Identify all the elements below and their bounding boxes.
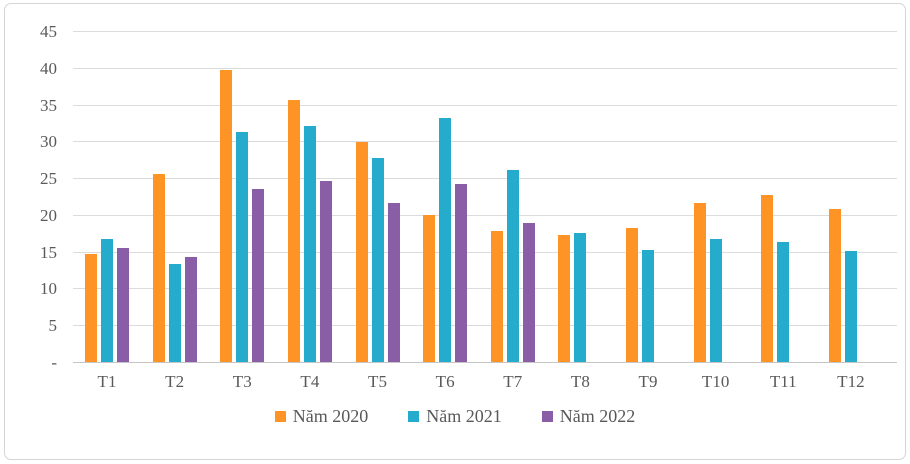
bar-t11-series-0 — [761, 194, 774, 363]
bar-group-t10: T10 — [693, 32, 738, 391]
y-tick-label: 20 — [40, 205, 57, 225]
legend-item-1: Năm 2021 — [408, 406, 502, 427]
x-tick-label: T1 — [97, 372, 117, 391]
bar-group-t7: T7 — [490, 32, 535, 391]
bar-t5-series-1 — [371, 157, 384, 363]
bar-t10-series-0 — [693, 203, 706, 363]
bar-groups: T1 T2 T3 T4 T5 T6 T7 T8 T9 T10 T11 T12 — [73, 32, 897, 391]
y-tick-label: 30 — [40, 132, 57, 152]
bar-t4-series-1 — [303, 126, 316, 363]
bar-t6-series-0 — [423, 215, 436, 363]
bar-t1-series-2 — [117, 247, 129, 363]
legend-swatch-icon — [541, 411, 553, 422]
bar-group-t8: T8 — [558, 32, 602, 391]
bar-group-t1: T1 — [85, 32, 129, 391]
x-axis-line — [73, 362, 897, 363]
bar-t1-series-0 — [85, 254, 97, 363]
bar-t9-series-1 — [642, 250, 654, 363]
x-tick-label: T6 — [435, 372, 455, 391]
bar-t3-series-0 — [220, 70, 233, 363]
x-tick-label: T10 — [701, 372, 730, 391]
y-tick-label: 25 — [40, 169, 57, 189]
bar-t1-series-1 — [101, 238, 113, 363]
x-tick-label: T3 — [232, 372, 252, 391]
legend-swatch-icon — [274, 411, 286, 422]
legend-item-0: Năm 2020 — [274, 406, 369, 427]
bar-t12-series-1 — [844, 251, 857, 363]
x-tick-label: T8 — [570, 372, 590, 391]
bar-t9-series-0 — [626, 227, 638, 363]
x-tick-label: T5 — [368, 372, 387, 391]
bar-group-t12: T12 — [828, 32, 873, 391]
bar-group-t11: T11 — [761, 32, 805, 391]
x-tick-label: T9 — [638, 372, 658, 391]
chart-frame: 45 40 35 30 25 20 15 10 5 - T1 T2 T3 T4 T5 T6 T7 T8 T9 T10… — [4, 3, 906, 460]
gridline — [73, 214, 897, 216]
gridline — [73, 67, 897, 69]
legend-item-2: Năm 2022 — [541, 406, 636, 427]
bar-t3-series-2 — [252, 188, 265, 363]
bar-t4-series-0 — [287, 100, 300, 363]
x-tick-label: T2 — [165, 372, 185, 391]
y-tick-label: 35 — [40, 95, 57, 115]
y-tick-label: 10 — [40, 279, 57, 299]
bar-group-t3: T3 — [220, 32, 265, 391]
y-tick-label: 40 — [40, 58, 57, 78]
bar-t8-series-0 — [558, 235, 571, 363]
bar-t7-series-0 — [490, 230, 503, 363]
gridline — [73, 325, 897, 327]
bar-group-t4: T4 — [287, 32, 332, 391]
bar-t7-series-1 — [506, 169, 519, 363]
bar-t6-series-2 — [455, 184, 468, 363]
bar-t11-series-1 — [777, 241, 790, 363]
plot-area: T1 T2 T3 T4 T5 T6 T7 T8 T9 T10 T11 T12 — [73, 31, 897, 391]
x-tick-label: T4 — [300, 372, 320, 391]
bar-t5-series-2 — [387, 202, 400, 363]
legend-label: Năm 2022 — [559, 406, 636, 426]
bar-t10-series-1 — [709, 238, 722, 363]
bar-group-t9: T9 — [626, 32, 670, 391]
bar-group-t6: T6 — [423, 32, 468, 391]
gridline — [73, 31, 897, 32]
legend-label: Năm 2020 — [292, 406, 369, 426]
gridline — [73, 251, 897, 253]
bar-t4-series-2 — [319, 181, 332, 363]
y-tick-label: - — [51, 353, 57, 372]
bar-t2-series-2 — [184, 257, 197, 363]
gridline — [73, 104, 897, 106]
bar-t6-series-1 — [439, 118, 452, 363]
y-tick-label: 5 — [48, 316, 58, 336]
gridline — [73, 178, 897, 180]
bar-t7-series-2 — [522, 223, 535, 363]
x-tick-label: T11 — [769, 372, 797, 391]
y-tick-label: 45 — [40, 22, 57, 41]
gridline — [73, 141, 897, 143]
gridline — [73, 288, 897, 290]
bar-t2-series-0 — [152, 173, 165, 363]
bar-group-t5: T5 — [355, 32, 400, 391]
bar-t12-series-0 — [828, 209, 841, 363]
bar-t5-series-0 — [355, 142, 368, 363]
bar-t8-series-1 — [574, 232, 587, 363]
x-tick-label: T7 — [503, 372, 523, 391]
legend: Năm 2020 Năm 2021 Năm 2022 — [5, 406, 905, 427]
bar-t2-series-1 — [168, 264, 181, 363]
x-tick-label: T12 — [837, 372, 865, 391]
y-tick-label: 15 — [40, 242, 57, 262]
legend-label: Năm 2021 — [426, 406, 502, 426]
bar-t3-series-1 — [236, 132, 249, 363]
legend-swatch-icon — [408, 411, 420, 422]
bar-group-t2: T2 — [152, 32, 197, 391]
